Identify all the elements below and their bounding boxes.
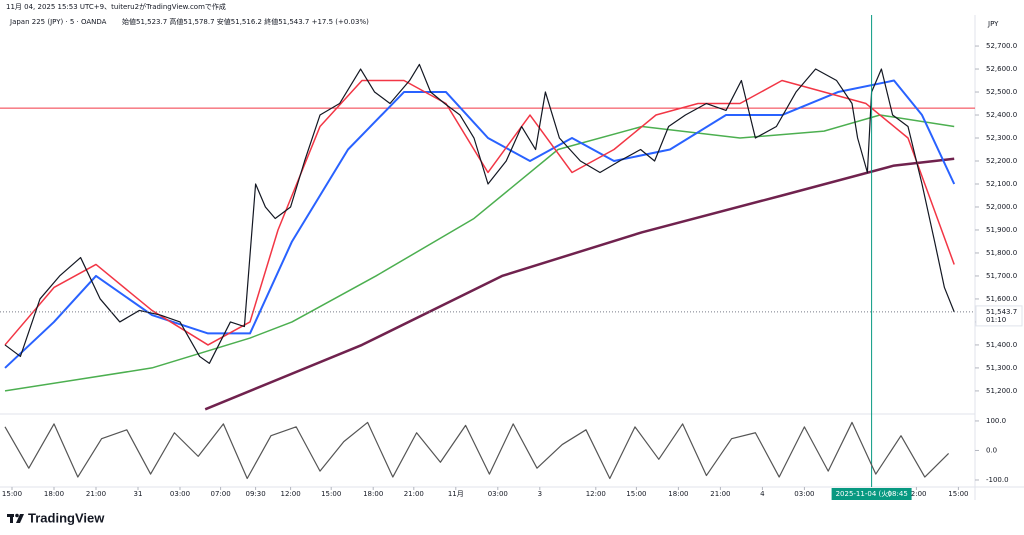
currency: JPY: [987, 20, 999, 28]
y-tick-label: 51,700.0: [986, 272, 1017, 280]
y-tick-label: 52,200.0: [986, 157, 1017, 165]
x-tick-label: 03:00: [794, 490, 814, 498]
series-line: [4, 114, 955, 392]
created-note: 11月 04, 2025 15:53 UTC+9、tuiteru2がTradin…: [6, 2, 226, 11]
x-tick-label: 18:00: [363, 490, 383, 498]
x-tick-label: 3: [538, 490, 542, 498]
x-tick-label: 18:00: [44, 490, 64, 498]
y-tick-label: 51,200.0: [986, 387, 1017, 395]
y-tick-label: 51,300.0: [986, 364, 1017, 372]
y-tick-label: 0.0: [986, 446, 997, 454]
y-tick-label: 52,000.0: [986, 203, 1017, 211]
series-line: [4, 79, 955, 346]
y-tick-label: 52,300.0: [986, 134, 1017, 142]
x-tick-label: 03:00: [170, 490, 190, 498]
logo: [7, 513, 24, 523]
y-tick-label: 52,100.0: [986, 180, 1017, 188]
series-line: [4, 63, 955, 364]
series-line: [4, 421, 950, 480]
x-tick-label: 4: [760, 490, 765, 498]
y-tick-label: 52,500.0: [986, 88, 1017, 96]
x-tick-label: 21:00: [86, 490, 106, 498]
x-tick-label: 15:00: [321, 490, 341, 498]
ohlc: 始値51,523.7 高値51,578.7 安値51,516.2 終値51,54…: [122, 17, 369, 26]
y-tick-label: 51,800.0: [986, 249, 1017, 257]
x-tick-label: 09:30: [246, 490, 266, 498]
countdown-label: 01:10: [986, 316, 1006, 324]
symbol: Japan 225 (JPY) · 5 · OANDA: [9, 18, 107, 26]
y-tick-label: 51,600.0: [986, 295, 1017, 303]
y-tick-label: -100.0: [986, 476, 1009, 484]
x-tick-label: 15:00: [948, 490, 968, 498]
series-line: [204, 157, 955, 411]
crosshair-time: 08:45: [888, 490, 908, 498]
x-tick-label: 12:00: [906, 490, 926, 498]
x-tick-label: 21:00: [710, 490, 730, 498]
crosshair-date: 2025-11-04 (火): [836, 490, 892, 498]
y-tick-label: 100.0: [986, 417, 1006, 425]
x-tick-label: 31: [134, 490, 143, 498]
y-tick-label: 52,400.0: [986, 111, 1017, 119]
x-tick-label: 12:00: [586, 490, 606, 498]
x-tick-label: 11月: [448, 490, 464, 498]
crosshair-label-box: [831, 488, 912, 500]
brand: TradingView: [28, 510, 105, 525]
x-tick-label: 21:00: [404, 490, 424, 498]
y-tick-label: 52,700.0: [986, 42, 1017, 50]
x-tick-label: 03:00: [488, 490, 508, 498]
x-tick-label: 18:00: [668, 490, 688, 498]
y-tick-label: 51,400.0: [986, 341, 1017, 349]
y-tick-label: 52,600.0: [986, 65, 1017, 73]
y-tick-label: 51,900.0: [986, 226, 1017, 234]
last-price-label: 51,543.7: [986, 308, 1017, 316]
x-tick-label: 07:00: [211, 490, 231, 498]
x-tick-label: 15:00: [626, 490, 646, 498]
x-tick-label: 12:00: [281, 490, 301, 498]
last-price-box: [975, 305, 1023, 327]
x-tick-label: 15:00: [2, 490, 22, 498]
